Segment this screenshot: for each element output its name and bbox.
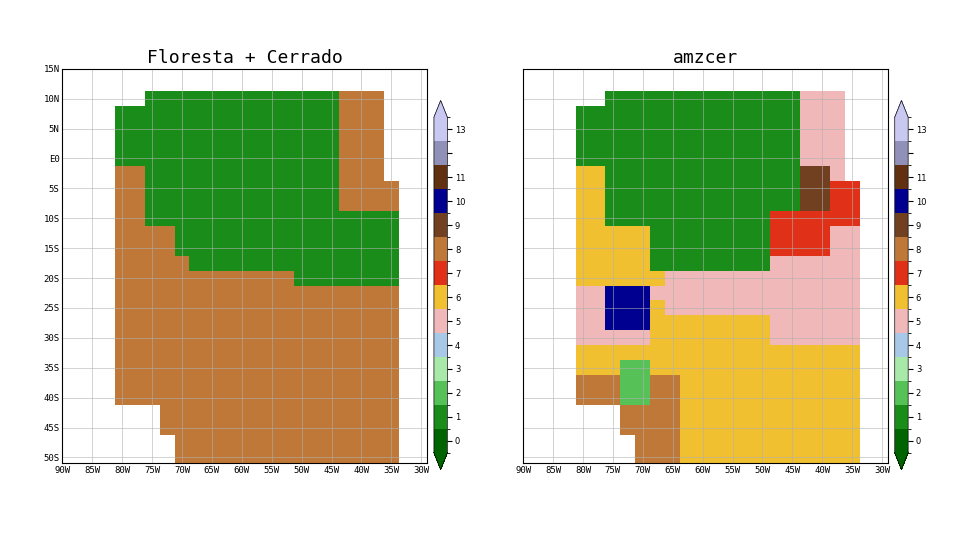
PathPatch shape bbox=[895, 453, 908, 470]
PathPatch shape bbox=[434, 100, 447, 117]
Title: amzcer: amzcer bbox=[673, 49, 738, 67]
Title: Floresta + Cerrado: Floresta + Cerrado bbox=[147, 49, 343, 67]
PathPatch shape bbox=[434, 453, 447, 470]
PathPatch shape bbox=[895, 100, 908, 117]
